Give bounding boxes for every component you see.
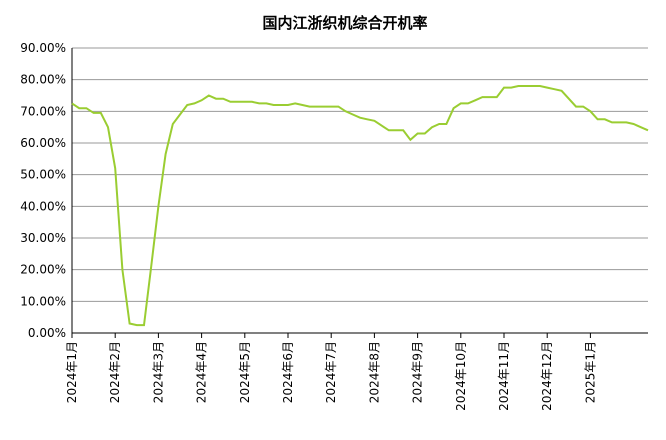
x-tick-label: 2024年1月 — [65, 341, 79, 403]
x-tick-label: 2024年6月 — [281, 341, 295, 403]
y-tick-label: 0.00% — [28, 326, 66, 340]
x-tick-label: 2024年5月 — [238, 341, 252, 403]
y-tick-label: 50.00% — [20, 168, 66, 182]
x-tick-label: 2024年12月 — [540, 341, 554, 411]
y-tick-label: 10.00% — [20, 294, 66, 308]
chart-title: 国内江浙织机综合开机率 — [262, 14, 427, 32]
y-tick-label: 30.00% — [20, 231, 66, 245]
y-tick-label: 70.00% — [20, 104, 66, 118]
y-tick-label: 60.00% — [20, 136, 66, 150]
series-line — [71, 85, 649, 327]
x-tick-label: 2024年10月 — [454, 341, 468, 411]
x-tick-label: 2024年7月 — [324, 341, 338, 403]
x-tick-label: 2024年3月 — [151, 341, 165, 403]
y-tick-label: 20.00% — [20, 263, 66, 277]
y-tick-label: 40.00% — [20, 199, 66, 213]
y-tick-label: 80.00% — [20, 73, 66, 87]
x-tick-label: 2024年4月 — [195, 341, 209, 403]
x-tick-label: 2024年9月 — [411, 341, 425, 403]
x-tick-label: 2025年1月 — [583, 341, 597, 403]
x-tick-label: 2024年2月 — [108, 341, 122, 403]
x-tick-label: 2024年8月 — [367, 341, 381, 403]
y-tick-label: 90.00% — [20, 41, 66, 55]
x-tick-label: 2024年11月 — [497, 341, 511, 411]
